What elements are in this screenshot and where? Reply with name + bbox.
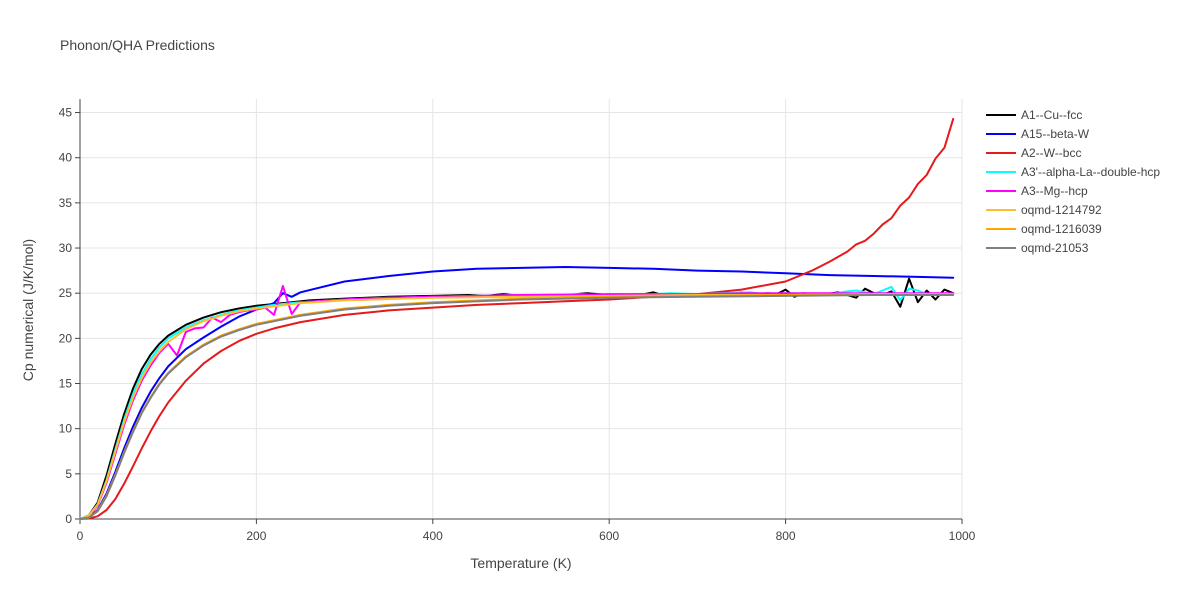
x-tick-label: 1000 bbox=[949, 529, 976, 543]
x-tick-label: 800 bbox=[776, 529, 796, 543]
legend-label: oqmd-1214792 bbox=[1021, 203, 1102, 217]
chart-title: Phonon/QHA Predictions bbox=[60, 37, 215, 53]
legend-label: A3--Mg--hcp bbox=[1021, 184, 1088, 198]
y-tick-labels: 0 5 10 15 20 25 30 35 40 45 bbox=[59, 106, 80, 526]
y-tick-label: 35 bbox=[59, 196, 73, 210]
y-tick-label: 5 bbox=[65, 467, 72, 481]
legend-item[interactable]: oqmd-1214792 bbox=[986, 203, 1102, 217]
x-tick-labels: 0 200 400 600 800 1000 bbox=[77, 519, 976, 543]
legend-label: A2--W--bcc bbox=[1021, 146, 1081, 160]
y-tick-label: 0 bbox=[65, 512, 72, 526]
legend-label: A3'--alpha-La--double-hcp bbox=[1021, 165, 1160, 179]
x-tick-label: 600 bbox=[599, 529, 619, 543]
series-line-1[interactable] bbox=[79, 266, 955, 520]
y-tick-label: 15 bbox=[59, 377, 73, 391]
axes bbox=[79, 99, 962, 520]
y-tick-label: 10 bbox=[59, 422, 73, 436]
legend-item[interactable]: A3--Mg--hcp bbox=[986, 184, 1088, 198]
x-tick-label: 400 bbox=[423, 529, 443, 543]
y-tick-label: 30 bbox=[59, 241, 73, 255]
legend-label: oqmd-21053 bbox=[1021, 241, 1089, 255]
y-tick-label: 20 bbox=[59, 331, 73, 345]
legend-label: A15--beta-W bbox=[1021, 127, 1090, 141]
legend-item[interactable]: A15--beta-W bbox=[986, 127, 1090, 141]
legend-item[interactable]: oqmd-21053 bbox=[986, 241, 1089, 255]
y-tick-label: 25 bbox=[59, 286, 73, 300]
legend-label: oqmd-1216039 bbox=[1021, 222, 1102, 236]
legend-item[interactable]: A1--Cu--fcc bbox=[986, 108, 1082, 122]
legend-item[interactable]: oqmd-1216039 bbox=[986, 222, 1102, 236]
y-tick-label: 45 bbox=[59, 106, 73, 120]
series-lines bbox=[79, 117, 955, 520]
series-line-2[interactable] bbox=[79, 117, 955, 520]
series-line-7[interactable] bbox=[79, 294, 955, 520]
x-tick-label: 200 bbox=[246, 529, 266, 543]
legend-item[interactable]: A2--W--bcc bbox=[986, 146, 1081, 160]
x-axis-title: Temperature (K) bbox=[470, 555, 571, 571]
y-axis-title: Cp numerical (J/K/mol) bbox=[20, 239, 36, 381]
legend-item[interactable]: A3'--alpha-La--double-hcp bbox=[986, 165, 1160, 179]
legend: A1--Cu--fcc A15--beta-W A2--W--bcc A3'--alp… bbox=[986, 108, 1160, 255]
x-tick-label: 0 bbox=[77, 529, 84, 543]
y-tick-label: 40 bbox=[59, 151, 73, 165]
legend-label: A1--Cu--fcc bbox=[1021, 108, 1082, 122]
